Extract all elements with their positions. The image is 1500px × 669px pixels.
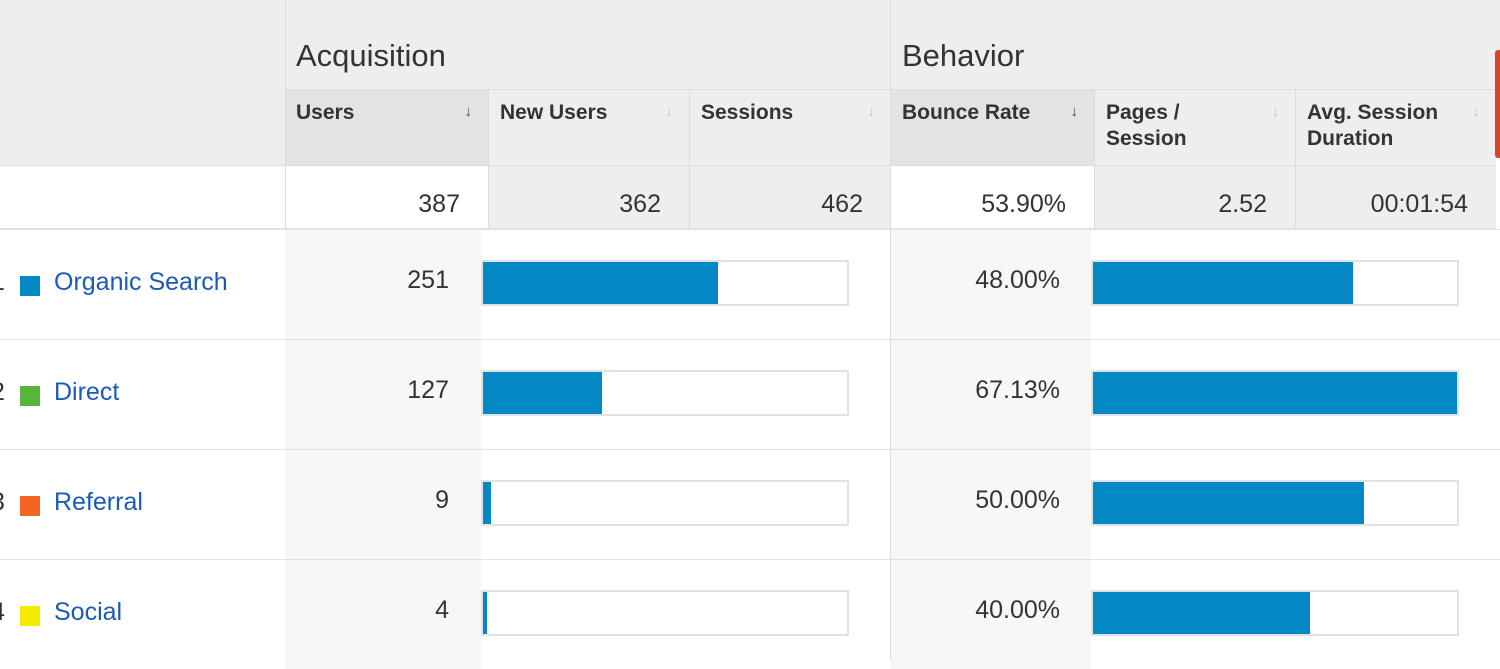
users-cell (285, 230, 481, 339)
pages-session-total: 2.52 (1218, 190, 1267, 218)
bounce-rate-cell (891, 560, 1091, 669)
channel-color-swatch (20, 606, 40, 626)
row-index: 1 (0, 268, 5, 297)
new-users-total: 362 (619, 190, 661, 218)
acquisition-group-header: Acquisition (285, 0, 891, 90)
totals-label-cell (0, 166, 285, 229)
bounce-rate-cell (891, 340, 1091, 449)
avg-session-column-header[interactable]: Avg. Session Duration ↓ (1296, 90, 1496, 166)
bounce-rate-bar-fill (1093, 372, 1457, 414)
bounce-rate-bar (1091, 480, 1459, 526)
bounce-rate-cell (891, 230, 1091, 339)
row-index: 2 (0, 378, 5, 407)
bounce-rate-total: 53.90% (981, 190, 1066, 218)
users-bar (481, 480, 849, 526)
behavior-title: Behavior (902, 38, 1025, 73)
avg-session-column-label: Avg. Session Duration (1307, 101, 1439, 150)
users-cell (285, 340, 481, 449)
bounce-rate-bar (1091, 590, 1459, 636)
bounce-rate-column-label: Bounce Rate (902, 101, 1031, 124)
row-index: 4 (0, 598, 5, 627)
row-divider (0, 339, 1500, 340)
new-users-column-header[interactable]: New Users ↓ (489, 90, 689, 166)
sessions-column-label: Sessions (701, 101, 794, 124)
bounce-rate-value: 67.13% (975, 376, 1060, 404)
row-index: 3 (0, 488, 5, 517)
users-bar-fill (483, 482, 491, 524)
users-bar-fill (483, 372, 602, 414)
bounce-rate-bar (1091, 260, 1459, 306)
users-bar-fill (483, 262, 718, 304)
column-divider (1094, 90, 1095, 229)
channel-color-swatch (20, 386, 40, 406)
sort-down-icon[interactable]: ↓ (665, 103, 674, 120)
sort-down-icon[interactable]: ↓ (867, 103, 876, 120)
column-divider (689, 90, 690, 229)
users-value: 127 (407, 376, 449, 404)
channel-link[interactable]: Organic Search (54, 268, 228, 296)
acquisition-title: Acquisition (296, 38, 446, 73)
pages-session-column-label: Pages / Session (1106, 101, 1187, 150)
behavior-group-header: Behavior (891, 0, 1500, 90)
column-divider (1295, 90, 1296, 229)
users-bar (481, 370, 849, 416)
sort-down-icon[interactable]: ↓ (1472, 103, 1481, 120)
sessions-total: 462 (821, 190, 863, 218)
bounce-rate-total-cell: 53.90% (891, 166, 1094, 229)
bounce-rate-bar-fill (1093, 482, 1364, 524)
column-divider (488, 90, 489, 229)
side-tab-edge[interactable] (1495, 50, 1500, 158)
pages-session-total-cell: 2.52 (1095, 166, 1295, 229)
sort-down-icon[interactable]: ↓ (1070, 103, 1079, 120)
users-value: 4 (435, 596, 449, 624)
bounce-rate-value: 50.00% (975, 486, 1060, 514)
bounce-rate-value: 40.00% (975, 596, 1060, 624)
channel-color-swatch (20, 276, 40, 296)
row-divider (0, 229, 1500, 230)
channel-link[interactable]: Referral (54, 488, 143, 516)
bounce-rate-bar (1091, 370, 1459, 416)
users-column-header[interactable]: Users ↓ (285, 90, 488, 166)
users-cell (285, 560, 481, 669)
bounce-rate-bar-fill (1093, 592, 1310, 634)
users-value: 9 (435, 486, 449, 514)
bounce-rate-column-header[interactable]: Bounce Rate ↓ (891, 90, 1094, 166)
sort-down-icon[interactable]: ↓ (1271, 103, 1280, 120)
channel-link[interactable]: Direct (54, 378, 120, 406)
new-users-column-label: New Users (500, 101, 608, 124)
bounce-rate-cell (891, 450, 1091, 559)
sessions-column-header[interactable]: Sessions ↓ (690, 90, 891, 166)
row-divider (0, 449, 1500, 450)
sort-down-icon[interactable]: ↓ (464, 103, 473, 120)
row-divider (0, 559, 1500, 560)
new-users-total-cell: 362 (489, 166, 689, 229)
users-total: 387 (418, 190, 460, 218)
bounce-rate-value: 48.00% (975, 266, 1060, 294)
column-divider (890, 0, 891, 660)
channel-color-swatch (20, 496, 40, 516)
users-bar (481, 260, 849, 306)
users-bar-fill (483, 592, 487, 634)
avg-session-total-cell: 00:01:54 (1296, 166, 1496, 229)
users-value: 251 (407, 266, 449, 294)
dimension-header (0, 0, 285, 166)
users-total-cell: 387 (285, 166, 488, 229)
avg-session-total: 00:01:54 (1370, 190, 1468, 218)
channel-link[interactable]: Social (54, 598, 123, 626)
bounce-rate-bar-fill (1093, 262, 1353, 304)
users-cell (285, 450, 481, 559)
sessions-total-cell: 462 (690, 166, 891, 229)
users-bar (481, 590, 849, 636)
pages-session-column-header[interactable]: Pages / Session ↓ (1095, 90, 1295, 166)
users-column-label: Users (296, 101, 355, 124)
